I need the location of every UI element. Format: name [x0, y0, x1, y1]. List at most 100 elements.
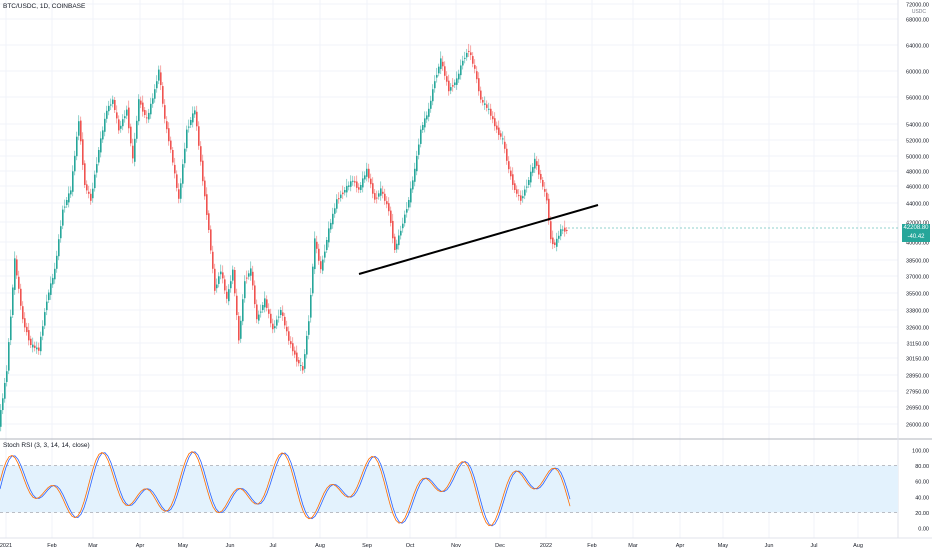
- candle-body: [274, 326, 276, 329]
- candle-body: [118, 119, 120, 131]
- candle-body: [174, 164, 176, 174]
- candle-body: [284, 316, 286, 326]
- candle-body: [140, 100, 142, 105]
- candle-body: [222, 272, 224, 279]
- time-tick-label: May: [718, 543, 729, 549]
- candle-body: [256, 304, 258, 320]
- candle-body: [154, 89, 156, 99]
- candle-body: [506, 148, 508, 161]
- candle-body: [504, 141, 506, 149]
- candle-body: [324, 251, 326, 258]
- candle-body: [240, 320, 242, 339]
- candle-body: [40, 336, 42, 352]
- candle-body: [180, 183, 182, 199]
- candle-body: [534, 158, 536, 169]
- candle-body: [522, 196, 524, 199]
- candle-body: [70, 190, 72, 195]
- candle-body: [322, 259, 324, 271]
- candle-body: [456, 78, 458, 85]
- candle-body: [382, 191, 384, 194]
- candle-body: [258, 314, 260, 321]
- candle-body: [108, 105, 110, 112]
- candle-body: [292, 343, 294, 352]
- candle-body: [262, 305, 264, 310]
- candle-body: [464, 57, 466, 59]
- candle-body: [282, 312, 284, 316]
- time-tick-label: 2021: [0, 543, 12, 549]
- candle-body: [544, 189, 546, 192]
- candle-body: [16, 259, 18, 276]
- candle-body: [170, 140, 172, 150]
- candle-body: [410, 188, 412, 203]
- candle-body: [412, 180, 414, 190]
- candle-body: [60, 226, 62, 239]
- candle-body: [124, 116, 126, 119]
- candle-body: [424, 118, 426, 128]
- time-tick-label: Apr: [136, 543, 145, 549]
- candle-body: [72, 171, 74, 192]
- candle-body: [168, 128, 170, 142]
- candle-body: [220, 271, 222, 275]
- time-tick-label: Dec: [495, 543, 505, 549]
- candle-body: [462, 60, 464, 66]
- candle-body: [92, 188, 94, 199]
- symbol-header[interactable]: BTC/USDC, 1D, COINBASE: [3, 3, 86, 10]
- candle-body: [508, 161, 510, 170]
- time-tick-label: Mar: [88, 543, 98, 549]
- candle-body: [234, 270, 236, 294]
- candle-body: [114, 100, 116, 110]
- candle-body: [2, 398, 4, 411]
- candle-body: [394, 236, 396, 250]
- candle-body: [152, 98, 154, 104]
- candle-body: [150, 103, 152, 115]
- candle-body: [126, 109, 128, 116]
- candle-body: [530, 171, 532, 183]
- candle-body: [484, 103, 486, 105]
- candle-body: [196, 111, 198, 127]
- candle-body: [294, 350, 296, 355]
- candle-body: [466, 52, 468, 58]
- candle-body: [226, 291, 228, 299]
- candle-body: [104, 118, 106, 132]
- stoch-k-line: [0, 451, 571, 527]
- candle-body: [420, 129, 422, 144]
- candle-body: [214, 268, 216, 291]
- candle-body: [446, 76, 448, 82]
- candle-body: [492, 116, 494, 120]
- candle-body: [76, 136, 78, 157]
- candle-body: [244, 281, 246, 299]
- candle-body: [136, 120, 138, 139]
- candle-body: [418, 144, 420, 155]
- stoch-tick-label: 100.00: [912, 449, 929, 455]
- candle-body: [232, 269, 234, 281]
- stoch-band: [0, 465, 898, 513]
- candle-body: [270, 313, 272, 324]
- candle-body: [210, 229, 212, 251]
- candle-body: [560, 229, 562, 237]
- candle-body: [300, 365, 302, 367]
- candle-body: [66, 200, 68, 205]
- time-tick-label: May: [178, 543, 189, 549]
- candle-body: [238, 316, 240, 341]
- candle-body: [488, 108, 490, 110]
- candle-body: [116, 112, 118, 119]
- candle-body: [264, 298, 266, 308]
- candle-body: [74, 155, 76, 172]
- candle-body: [90, 193, 92, 201]
- price-tick-label: 48000.00: [906, 170, 929, 176]
- candle-body: [432, 89, 434, 102]
- candle-body: [348, 185, 350, 187]
- candle-body: [460, 65, 462, 76]
- candle-body: [192, 113, 194, 123]
- time-tick-label: Jun: [226, 543, 235, 549]
- candle-body: [28, 330, 30, 341]
- price-tick-label: 28950.00: [906, 374, 929, 380]
- candle-body: [224, 279, 226, 291]
- price-tick-label: 32600.00: [906, 326, 929, 332]
- indicator-label[interactable]: Stoch RSI (3, 3, 14, 14, close): [3, 442, 90, 449]
- candle-body: [80, 120, 82, 142]
- time-tick-label: Feb: [587, 543, 596, 549]
- price-tick-label: 56000.00: [906, 96, 929, 102]
